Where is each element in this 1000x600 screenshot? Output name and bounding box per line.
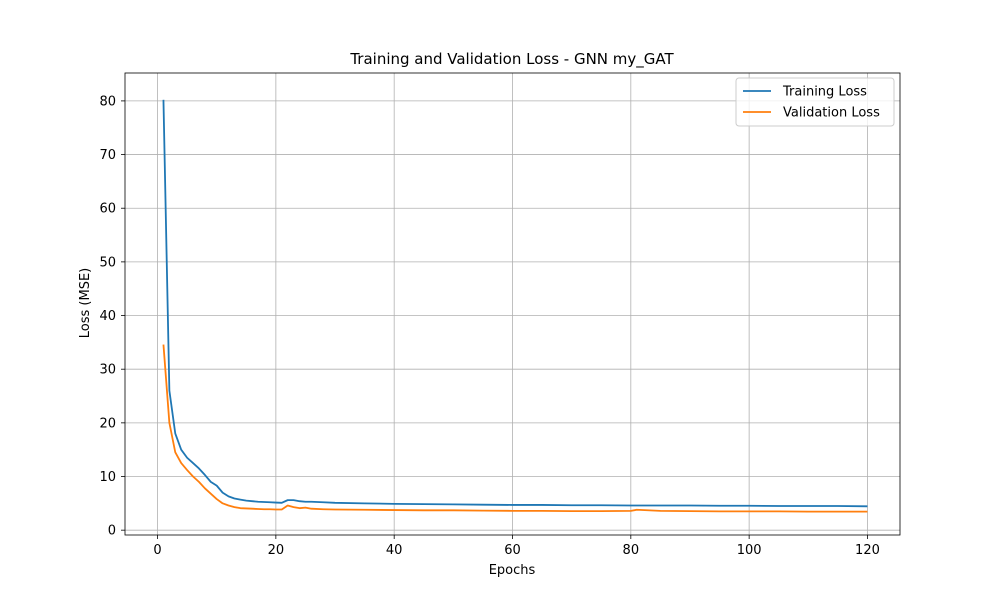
x-tick-label: 40 [386, 543, 403, 558]
y-tick-label: 20 [99, 416, 116, 431]
axes: 0 20 40 60 80 100 120 0 10 20 30 40 50 60 70 80 [99, 72, 901, 558]
x-tick-label: 100 [737, 543, 762, 558]
y-axis-label: Loss (MSE) [78, 268, 93, 338]
series-line-validation-loss [162, 344, 868, 513]
y-tick-label: 70 [99, 148, 116, 163]
legend-entry-label: Training Loss [782, 85, 867, 100]
grid-lines [125, 73, 900, 535]
x-tick-label: 80 [623, 543, 640, 558]
y-tick-label: 80 [99, 94, 116, 109]
x-tick-label: 60 [504, 543, 521, 558]
y-tick-label: 40 [99, 309, 116, 324]
series-lines [162, 99, 868, 513]
y-tick-label: 30 [99, 363, 116, 378]
legend-entry-label: Validation Loss [783, 106, 880, 121]
x-tick-label: 0 [153, 543, 161, 558]
y-tick-label: 60 [99, 202, 116, 217]
legend: Training Loss Validation Loss [735, 77, 895, 127]
y-tick-label: 0 [108, 524, 116, 539]
x-tick-label: 20 [268, 543, 285, 558]
y-tick-label: 50 [99, 255, 116, 270]
y-tick-label: 10 [99, 470, 116, 485]
x-tick-label: 120 [855, 543, 880, 558]
series-line-training-loss [162, 99, 868, 508]
legend-box [735, 77, 895, 127]
x-axis-label: Epochs [489, 563, 536, 578]
chart-title: Training and Validation Loss - GNN my_GA… [349, 50, 674, 69]
plot-frame [124, 72, 901, 536]
